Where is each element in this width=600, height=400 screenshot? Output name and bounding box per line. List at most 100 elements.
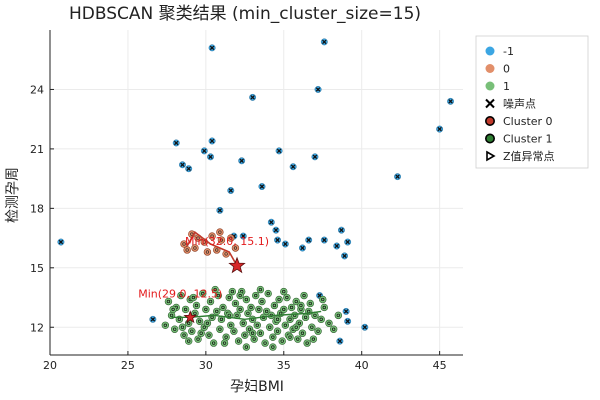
cluster0-ring [185,248,189,252]
noise-point [239,232,247,240]
cluster1-point [234,337,243,345]
legend-circle-marker [485,46,495,56]
cluster1-points [161,285,343,351]
cluster1-ring [204,307,208,312]
y-tick-labels: 12 15 18 21 24 [30,83,44,334]
cluster1-ring [207,333,211,337]
cluster0-point [216,228,224,236]
cluster1-ring [263,341,267,345]
cluster1-dot [161,321,170,329]
noise-point [337,226,345,234]
grid-lines [49,30,463,355]
cluster1-point [197,329,205,337]
cluster1-point [311,311,319,320]
cluster1-ring [316,329,320,333]
noise-x-mark [273,227,279,233]
cluster1-dot [178,323,187,331]
noise-x-mark [186,166,191,171]
cluster1-dot [180,331,188,339]
cluster1-ring [187,339,191,343]
cluster1-ring [218,327,222,331]
cluster1-dot [317,315,325,324]
x-stroke [437,126,442,132]
cluster1-dot [283,293,291,302]
noise-x-mark [437,126,442,132]
cluster1-ring [208,299,213,304]
cluster1-point [241,331,249,339]
cluster1-point [317,315,325,324]
cluster1-dot [325,319,333,327]
cluster1-point [270,301,279,310]
noise-point [289,163,297,171]
cluster1-dot [216,325,224,333]
chart-title: HDBSCAN 聚类结果 (min_cluster_size=15) [69,4,421,24]
cluster1-ring [246,311,250,316]
noise-x-mark [240,233,246,239]
cluster0-ring [224,252,228,256]
x-stroke [217,208,223,213]
cluster1-point [266,323,274,331]
cluster0-dot [191,244,199,252]
cluster1-dot [211,285,219,294]
cluster1-point [261,339,269,347]
cluster1-ring [288,317,292,321]
noise-point [208,137,216,145]
legend-item: 0 [485,63,510,76]
noise-point [185,165,193,173]
cluster1-dot [292,297,300,306]
cluster1-dot [241,331,249,339]
legend-label: Z值异常点 [503,150,555,163]
cluster1-ring [271,345,275,349]
axes [49,30,463,356]
cluster0-point [203,248,212,256]
cluster1-ring [282,289,286,294]
noise-point [249,93,257,101]
cluster0-point [208,232,216,240]
x-stroke [209,45,215,51]
noise-x-mark [202,148,207,154]
cluster1-ring [179,293,183,298]
cluster1-point [217,315,226,324]
cluster0-ring [205,250,210,254]
cluster1-point [298,329,307,337]
y-tick-label: 18 [30,202,44,215]
cluster0-point [231,244,240,252]
cluster1-point [211,285,219,294]
cluster1-ring [336,313,340,318]
noise-x-mark [239,158,244,164]
cluster1-point [236,305,244,314]
cluster1-ring [222,341,227,345]
cluster0-ring [202,240,206,244]
cluster1-point [244,309,252,318]
x-stroke [228,188,234,193]
cluster0-ring [193,246,197,250]
cluster1-ring [308,301,312,306]
cluster1-ring [243,333,247,337]
cluster1-point [273,315,282,324]
cluster0-point [217,236,226,244]
noise-x-mark [448,99,453,104]
cluster1-dot [177,291,185,300]
x-stroke [342,253,347,259]
legend-circle-marker [485,64,495,73]
cluster1-ring [275,329,280,333]
cluster1-ring [199,331,203,335]
min-annotation: Min(29.0, 12.5) [138,287,222,300]
x-tick-label: 25 [121,359,135,372]
legend-item: Cluster 1 [484,133,553,146]
cluster1-dot [319,295,327,304]
cluster1-point [188,327,196,335]
cluster1-ring [201,291,205,296]
cluster1-dot [269,343,277,351]
cluster1-ring [321,297,325,302]
cluster1-dot [262,307,271,316]
x-stroke [276,148,282,154]
cluster0-point [191,244,199,252]
cluster1-ring [216,293,220,298]
x-stroke [250,95,255,100]
cluster1-point [230,327,238,335]
cluster1-dot [203,319,212,327]
legend-label: Cluster 1 [503,133,553,146]
cluster1-dot [206,297,215,306]
cluster1-dot [286,333,294,341]
